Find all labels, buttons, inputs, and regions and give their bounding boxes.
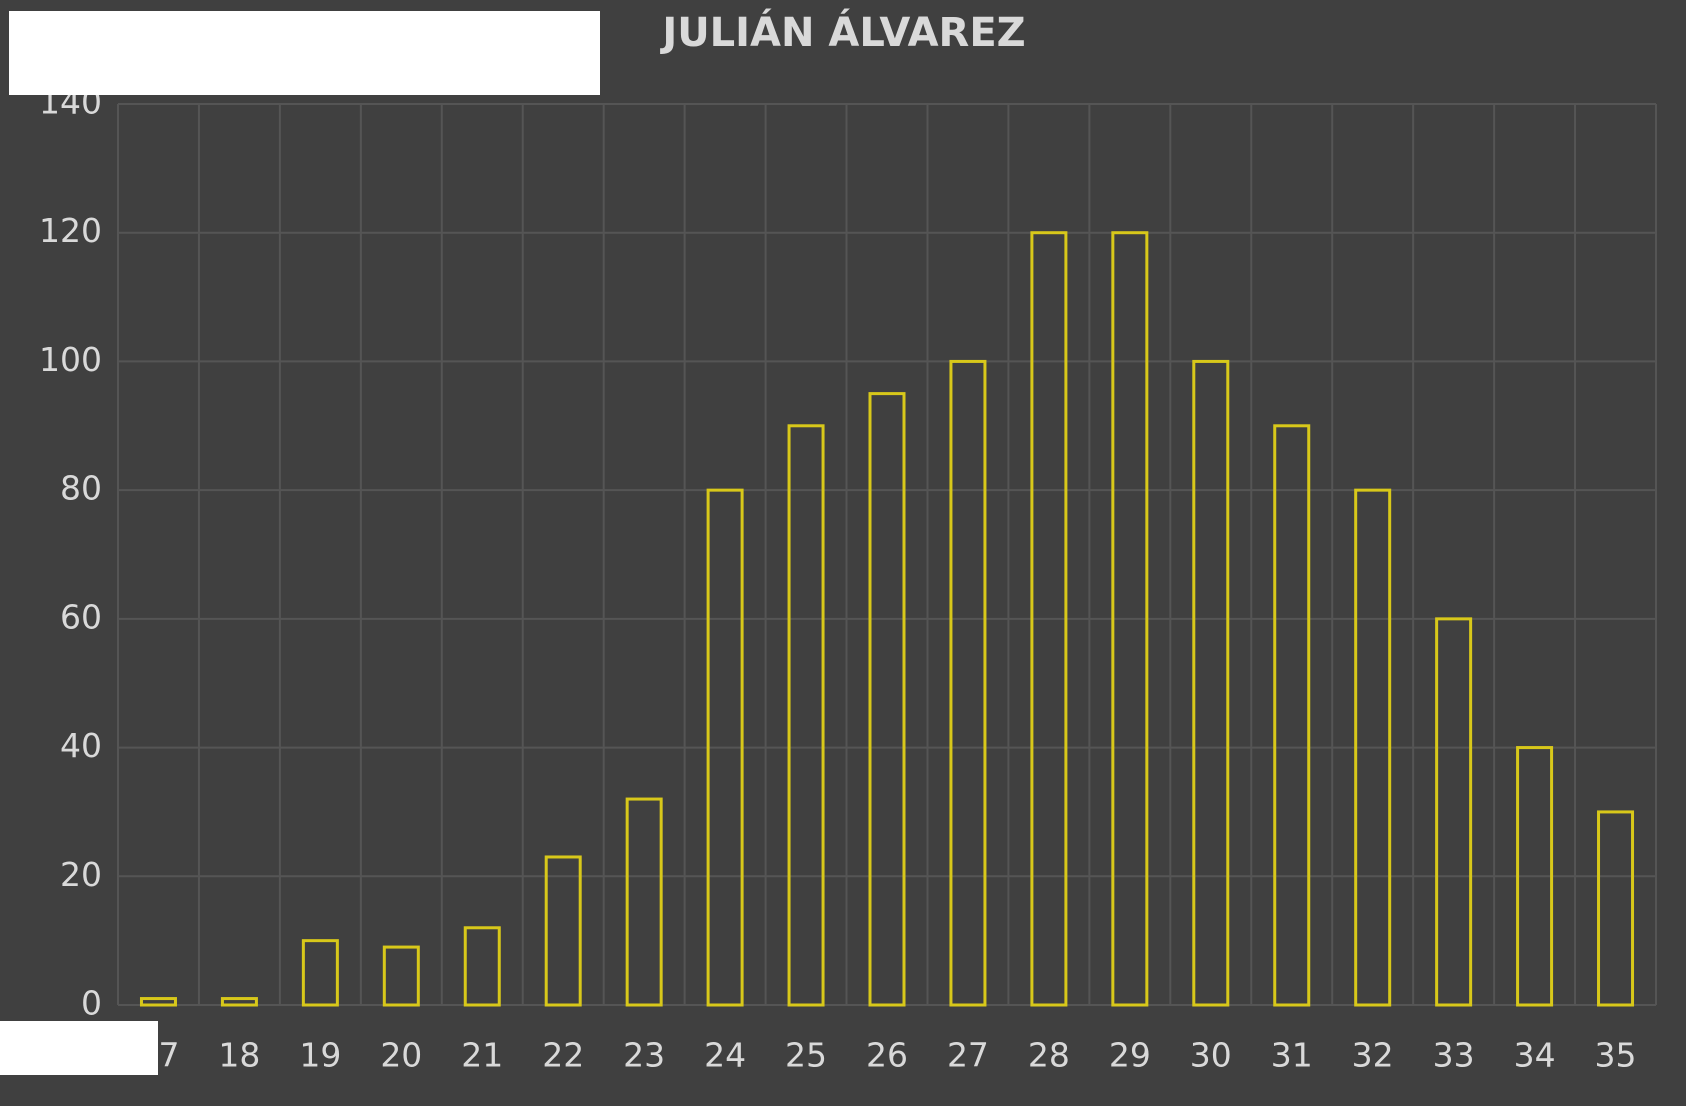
x-tick-label: 28 [1028, 1036, 1070, 1075]
x-tick-label: 24 [704, 1036, 746, 1075]
x-tick-label: 22 [542, 1036, 584, 1075]
bar [220, 997, 258, 1007]
y-tick-label: 0 [81, 984, 102, 1023]
bar [868, 392, 906, 1007]
x-tick-label: 30 [1190, 1036, 1232, 1075]
x-tick-label: 26 [866, 1036, 908, 1075]
bar [787, 424, 825, 1007]
x-tick-label: 33 [1433, 1036, 1475, 1075]
bar [706, 488, 744, 1007]
y-tick-label: 60 [60, 597, 102, 636]
bar [139, 997, 177, 1007]
bar [463, 926, 501, 1007]
x-tick-label: 23 [623, 1036, 665, 1075]
bar [1435, 617, 1473, 1007]
bar [382, 945, 420, 1007]
y-tick-label: 80 [60, 469, 102, 508]
bar [625, 797, 663, 1007]
x-tick-label: 32 [1352, 1036, 1394, 1075]
x-tick-label: 19 [299, 1036, 341, 1075]
x-tick-label: 29 [1109, 1036, 1151, 1075]
bar [1354, 488, 1392, 1007]
bar [544, 855, 582, 1007]
redaction-box [9, 11, 600, 95]
y-tick-label: 40 [60, 726, 102, 765]
x-tick-label: 31 [1271, 1036, 1313, 1075]
x-tick-label: 18 [218, 1036, 260, 1075]
x-tick-label: 20 [380, 1036, 422, 1075]
bar [949, 359, 987, 1007]
bar [301, 939, 339, 1007]
bar [1516, 746, 1554, 1007]
y-tick-label: 20 [60, 855, 102, 894]
x-tick-label: 25 [785, 1036, 827, 1075]
x-tick-label: 34 [1514, 1036, 1556, 1075]
x-tick-label: 27 [947, 1036, 989, 1075]
bar [1030, 231, 1068, 1007]
bar [1273, 424, 1311, 1007]
y-tick-label: 100 [39, 340, 102, 379]
bar [1597, 810, 1635, 1007]
chart-title: JULIÁN ÁLVAREZ [659, 8, 1025, 56]
x-tick-label: 21 [461, 1036, 503, 1075]
bar [1111, 231, 1149, 1007]
bar [1192, 359, 1230, 1007]
y-tick-label: 120 [39, 211, 102, 250]
redaction-box [0, 1021, 158, 1075]
x-tick-label: 35 [1595, 1036, 1637, 1075]
